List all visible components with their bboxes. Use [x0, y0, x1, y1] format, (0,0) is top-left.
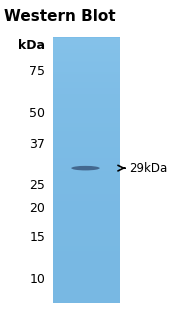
- Bar: [53, 37, 120, 303]
- Text: 15: 15: [30, 231, 45, 244]
- Text: 25: 25: [30, 179, 45, 192]
- Text: 50: 50: [29, 107, 45, 120]
- Text: Western Blot: Western Blot: [4, 9, 115, 24]
- Text: 10: 10: [30, 273, 45, 286]
- Ellipse shape: [71, 166, 100, 171]
- Text: kDa: kDa: [18, 39, 45, 52]
- Text: 37: 37: [30, 138, 45, 151]
- Text: 20: 20: [30, 202, 45, 215]
- Text: 75: 75: [29, 65, 45, 78]
- Text: 29kDa: 29kDa: [129, 162, 168, 175]
